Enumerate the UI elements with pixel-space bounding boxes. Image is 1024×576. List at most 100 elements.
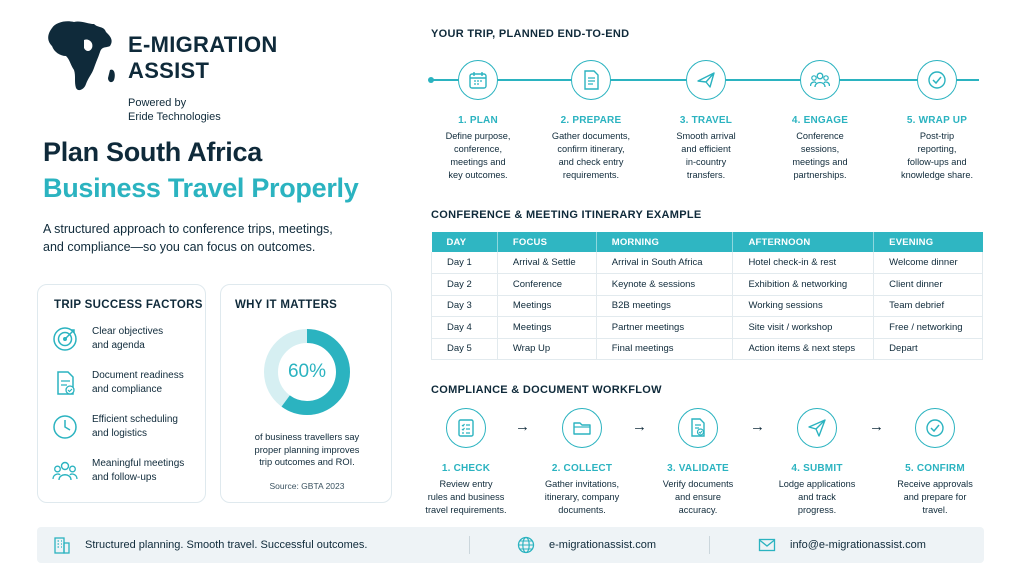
- table-cell: Conference: [497, 273, 597, 296]
- factor-line2: and follow-ups: [92, 471, 157, 483]
- table-cell: Keynote & sessions: [596, 273, 734, 296]
- table-cell: Day 1: [431, 252, 498, 274]
- step-desc-line: in-country: [685, 157, 727, 167]
- arrow-right-icon: →: [869, 418, 884, 435]
- compliance-step: 5. CONFIRM Receive approvals and prepare …: [880, 408, 990, 517]
- table-cell: Team debrief: [873, 295, 983, 317]
- factor-line2: and compliance: [92, 383, 163, 395]
- table-cell: Day 5: [431, 338, 498, 360]
- table-cell: B2B meetings: [596, 295, 734, 317]
- step-label: 1. PLAN: [458, 115, 498, 126]
- step-desc-line: documents.: [558, 505, 606, 515]
- trip-step: 1. PLAN Define purpose, conference, meetin…: [423, 60, 533, 182]
- compliance-title: COMPLIANCE & DOCUMENT WORKFLOW: [431, 384, 662, 396]
- table-cell: Working sessions: [732, 295, 875, 317]
- table-cell: Arrival in South Africa: [596, 252, 734, 274]
- why-desc-line2: proper planning improves: [254, 444, 360, 455]
- compliance-step: 2. COLLECT Gather invitations, itinerary,…: [527, 408, 637, 517]
- brand-name-line1: E-MIGRATION: [128, 32, 278, 57]
- table-cell: Exhibition & networking: [732, 273, 875, 296]
- calendar-icon: [458, 60, 498, 100]
- step-desc-line: and track: [798, 492, 836, 502]
- envelope-icon: [758, 536, 776, 554]
- step-desc-line: Receive approvals: [897, 479, 973, 489]
- table-cell: Day 2: [431, 273, 498, 296]
- factor-line1: Efficient scheduling: [92, 414, 178, 425]
- group-icon: [800, 60, 840, 100]
- factor-item: Clear objectives and agenda: [52, 325, 192, 352]
- column-header: AFTERNOON: [732, 232, 875, 252]
- hero-title-line2: Business Travel Properly: [43, 173, 359, 203]
- building-icon: [53, 536, 71, 554]
- step-desc-line: accuracy.: [678, 505, 718, 515]
- success-factors-card: TRIP SUCCESS FACTORS Clear objectives and…: [37, 284, 206, 503]
- table-cell: Wrap Up: [497, 338, 597, 360]
- send-icon: [797, 408, 837, 448]
- step-desc-line: rules and business: [427, 492, 505, 502]
- trip-step: 3. TRAVEL Smooth arrival and efficient in-…: [651, 60, 761, 182]
- table-cell: Arrival & Settle: [497, 252, 597, 274]
- powered-line2: Eride Technologies: [128, 111, 221, 123]
- footer-email-item[interactable]: info@e-migrationassist.com: [758, 527, 926, 563]
- itinerary-table: DAY FOCUS MORNING AFTERNOON EVENING Day …: [431, 232, 983, 360]
- brand-name: E-MIGRATION ASSIST: [128, 32, 328, 84]
- step-desc-line: follow-ups and: [907, 157, 967, 167]
- footer-email-link[interactable]: info@e-migrationassist.com: [790, 539, 926, 551]
- factor-line1: Document readiness: [92, 370, 184, 381]
- factor-item: Document readiness and compliance: [52, 369, 192, 396]
- percent-label: 60%: [287, 361, 327, 382]
- hero-intro-line2: and compliance—so you can focus on outco…: [43, 240, 316, 254]
- africa-map-icon: [44, 18, 120, 96]
- footer-website-link[interactable]: e-migrationassist.com: [549, 539, 656, 551]
- step-desc-line: meetings and: [450, 157, 506, 167]
- step-label: 4. ENGAGE: [791, 115, 849, 126]
- step-desc-line: and prepare for: [903, 492, 967, 502]
- step-desc-line: sessions,: [800, 144, 840, 154]
- step-desc-line: Smooth arrival: [676, 131, 736, 141]
- table-cell: Client dinner: [873, 273, 983, 296]
- checklist-icon: [446, 408, 486, 448]
- step-label: 5. CONFIRM: [905, 463, 965, 474]
- step-desc-line: and efficient: [681, 144, 731, 154]
- footer-website-item[interactable]: e-migrationassist.com: [517, 527, 656, 563]
- step-desc-line: Review entry: [439, 479, 493, 489]
- compliance-step: 3. VALIDATE Verify documents and ensure ac…: [643, 408, 753, 517]
- brand-name-line2: ASSIST: [128, 58, 210, 83]
- why-description: of business travellers say proper planni…: [221, 431, 393, 469]
- document-verify-icon: [678, 408, 718, 448]
- globe-icon: [517, 536, 535, 554]
- powered-line1: Powered by: [128, 97, 187, 109]
- trip-section-title: YOUR TRIP, PLANNED END-TO-END: [431, 28, 630, 40]
- step-label: 4. SUBMIT: [791, 463, 843, 474]
- hero-intro: A structured approach to conference trip…: [43, 220, 383, 256]
- step-desc-line: and check entry: [558, 157, 624, 167]
- success-factors-title: TRIP SUCCESS FACTORS: [54, 299, 203, 311]
- column-header: MORNING: [596, 232, 734, 252]
- compliance-step: 1. CHECK Review entry rules and business t…: [411, 408, 521, 517]
- trip-step: 4. ENGAGE Conference sessions, meetings an…: [765, 60, 875, 182]
- step-desc-line: Define purpose,: [445, 131, 511, 141]
- factor-item: Meaningful meetings and follow-ups: [52, 457, 192, 484]
- step-desc-line: conference,: [453, 144, 502, 154]
- itinerary-title: CONFERENCE & MEETING ITINERARY EXAMPLE: [431, 209, 702, 221]
- step-desc-line: confirm itinerary,: [557, 144, 625, 154]
- table-row: Day 5 Wrap Up Final meetings Action item…: [431, 338, 983, 360]
- check-circle-icon: [917, 60, 957, 100]
- table-cell: Final meetings: [596, 338, 734, 360]
- factor-line1: Meaningful meetings: [92, 458, 185, 469]
- table-cell: Action items & next steps: [732, 338, 875, 360]
- footer-tagline-item: Structured planning. Smooth travel. Succ…: [53, 527, 367, 563]
- table-row: Day 3 Meetings B2B meetings Working sess…: [431, 295, 983, 317]
- powered-by: Powered by Eride Technologies: [128, 96, 328, 124]
- step-desc-line: key outcomes.: [448, 170, 508, 180]
- step-desc-line: requirements.: [562, 170, 620, 180]
- table-cell: Meetings: [497, 295, 597, 317]
- people-icon: [52, 458, 78, 484]
- why-desc-line3: trip outcomes and ROI.: [259, 457, 355, 467]
- airplane-icon: [686, 60, 726, 100]
- table-row: Day 4 Meetings Partner meetings Site vis…: [431, 316, 983, 339]
- percent-donut: 60%: [262, 327, 352, 417]
- why-title: WHY IT MATTERS: [235, 299, 338, 311]
- factor-item: Efficient scheduling and logistics: [52, 413, 192, 440]
- footer-divider: [469, 536, 470, 554]
